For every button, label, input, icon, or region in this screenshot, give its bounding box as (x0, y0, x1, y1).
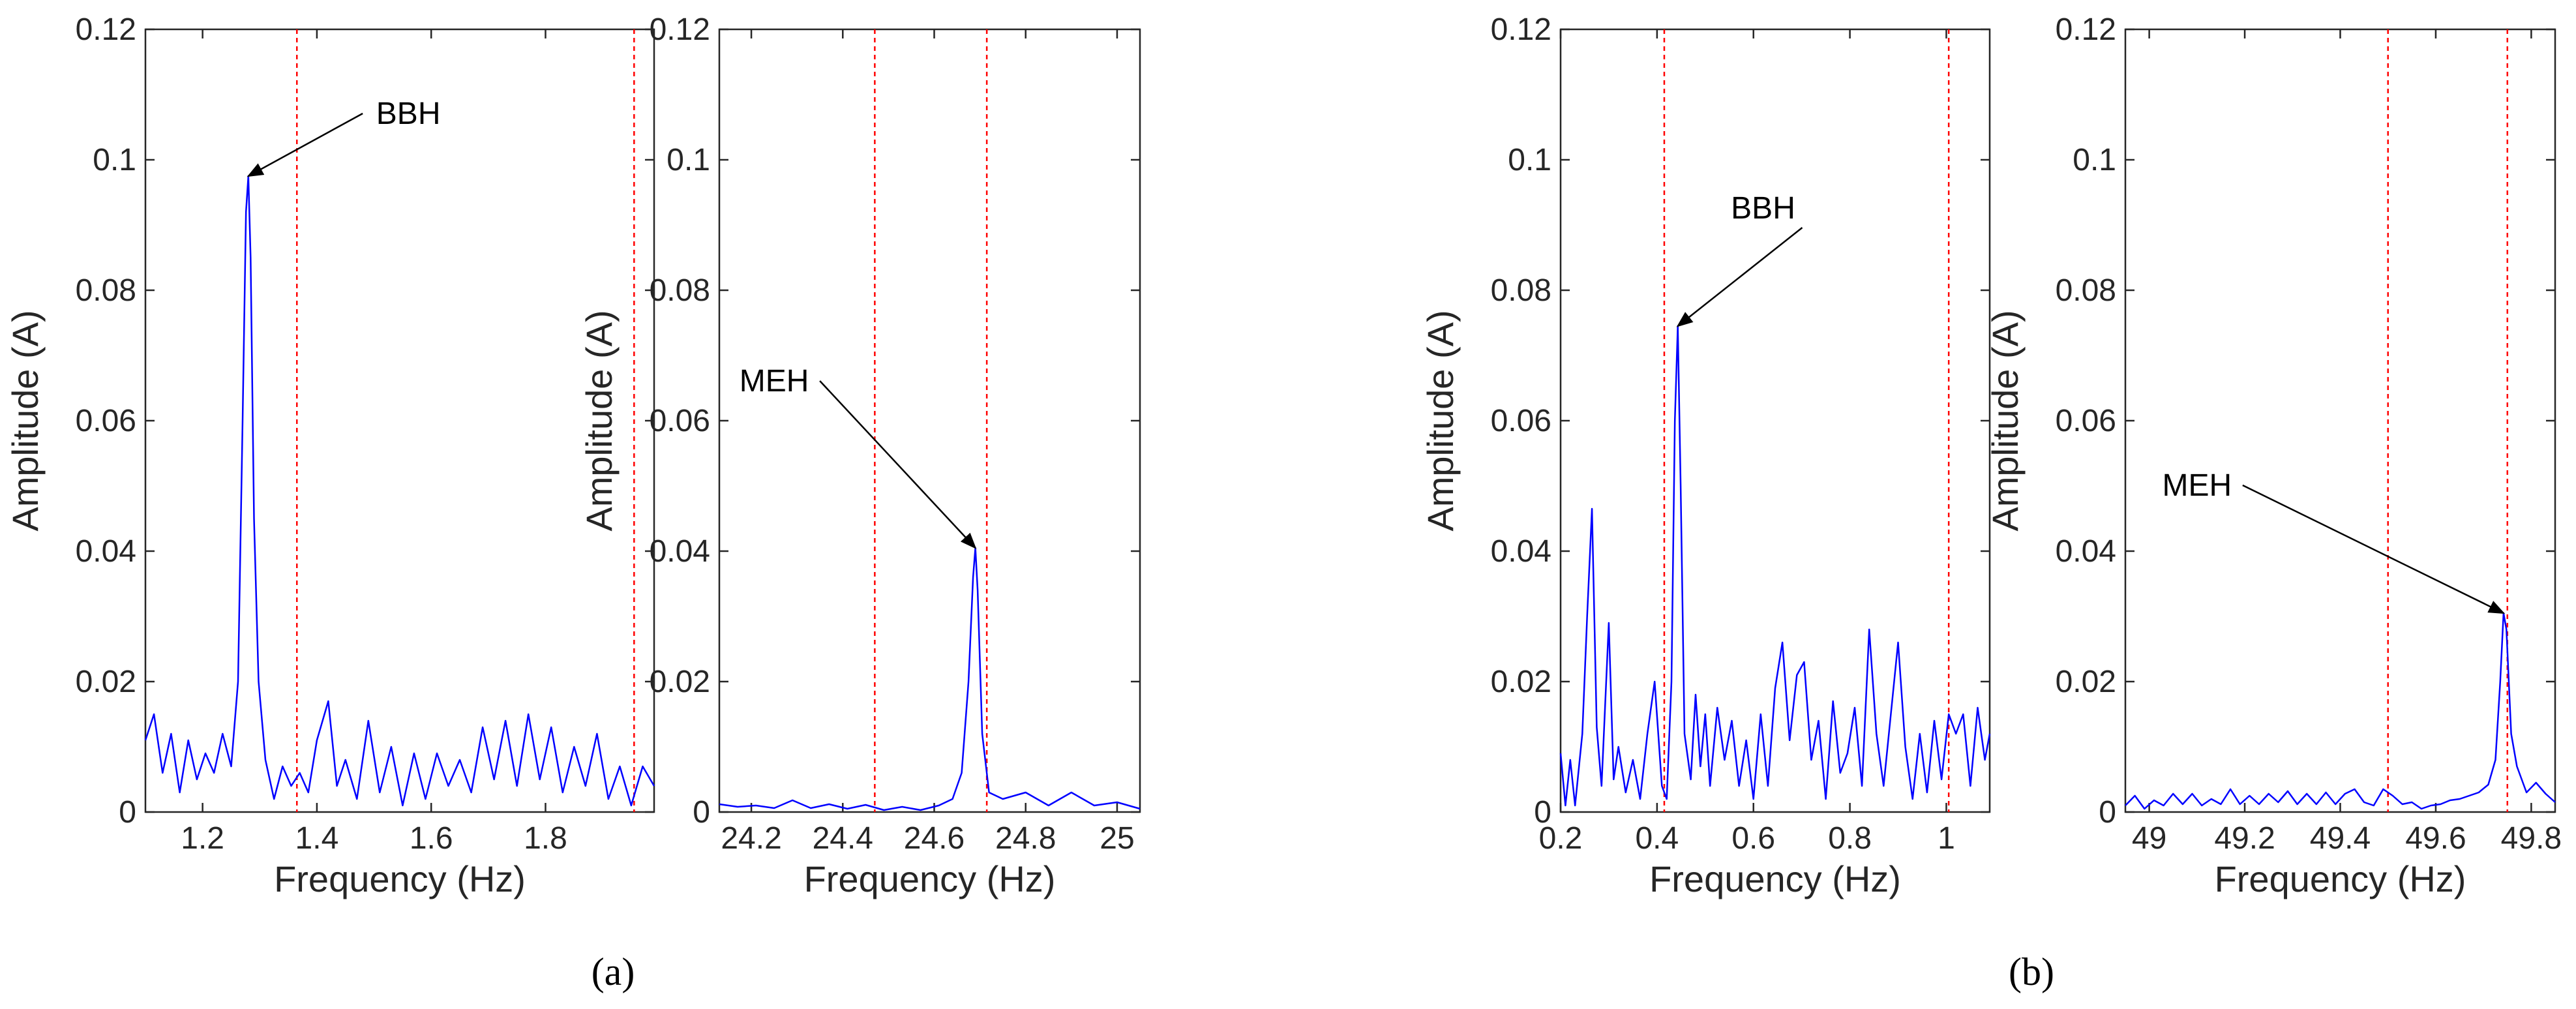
panel-b-left: 0 0.02 0.04 0.06 0.08 0.1 0.12 0.2 0.4 0.6 0.8 1 Fre… (1420, 12, 1991, 899)
x-tick-label: 49.4 (2310, 821, 2371, 856)
x-tick-label: 0.8 (1828, 821, 1872, 856)
y-tick-label: 0.08 (76, 273, 136, 308)
y-tick-label: 0.06 (76, 404, 136, 438)
annotation-arrow (2242, 484, 2506, 614)
y-tick-label: 0.04 (1491, 534, 1551, 569)
x-tick-label: 1.2 (181, 821, 224, 856)
y-tick-label: 0.1 (93, 143, 136, 177)
x-tick-label: 1 (1938, 821, 1955, 856)
annotation-arrow (819, 380, 977, 549)
annotation-label: BBH (376, 97, 441, 131)
y-tick-label: 0.1 (666, 143, 710, 177)
axes-box (1559, 28, 1991, 813)
annotation-label: MEH (740, 364, 809, 399)
panel-a-left: 0 0.02 0.04 0.06 0.08 0.1 0.12 1.2 1.4 1.6 1.8Freq… (5, 12, 655, 899)
annotation-arrow (1676, 227, 1803, 327)
series-line (1559, 325, 1991, 807)
axes-box (144, 28, 655, 813)
x-axis-label: Frequency (Hz) (274, 858, 526, 899)
x-tick-label: 1.6 (410, 821, 453, 856)
panel-a-right: 0 0.02 0.04 0.06 0.08 0.1 0.12 24.2 24.4 24.6 24.8… (578, 12, 1141, 899)
y-tick-label: 0 (119, 795, 136, 830)
axes-box (2124, 28, 2556, 813)
x-tick-label: 24.2 (721, 821, 781, 856)
y-tick-label: 0 (1534, 795, 1551, 830)
x-tick-label: 49.8 (2501, 821, 2562, 856)
y-tick-label: 0.1 (2073, 143, 2116, 177)
x-tick-label: 0.6 (1731, 821, 1775, 856)
x-tick-label: 24.6 (904, 821, 965, 856)
x-axis-label: Frequency (Hz) (2215, 858, 2466, 899)
y-tick-label: 0.12 (650, 12, 710, 47)
y-tick-label: 0.04 (76, 534, 136, 569)
x-axis-label: Frequency (Hz) (1649, 858, 1901, 899)
y-tick-label: 0.06 (650, 404, 710, 438)
y-axis-label: Amplitude (A) (1420, 310, 1461, 531)
y-tick-label: 0.08 (1491, 273, 1551, 308)
y-tick-label: 0 (693, 795, 710, 830)
x-tick-label: 49.2 (2214, 821, 2275, 856)
y-tick-label: 0.08 (2056, 273, 2116, 308)
x-tick-label: 1.8 (524, 821, 567, 856)
y-tick-label: 0.02 (76, 665, 136, 699)
y-tick-label: 0.08 (650, 273, 710, 308)
x-tick-label: 25 (1100, 821, 1134, 856)
subfigure-label-a: (a) (592, 950, 635, 993)
y-axis-label: Amplitude (A) (5, 310, 46, 531)
y-tick-label: 0 (2099, 795, 2116, 830)
x-tick-label: 0.4 (1635, 821, 1679, 856)
x-axis-label: Frequency (Hz) (804, 858, 1056, 899)
y-axis-label: Amplitude (A) (578, 310, 620, 531)
x-tick-label: 1.4 (295, 821, 339, 856)
annotation-label: BBH (1731, 191, 1795, 226)
y-tick-label: 0.02 (650, 665, 710, 699)
y-tick-label: 0.1 (1508, 143, 1551, 177)
x-tick-label: 24.4 (813, 821, 873, 856)
x-tick-label: 24.8 (995, 821, 1056, 856)
y-tick-label: 0.06 (2056, 404, 2116, 438)
panel-b-right: 0 0.02 0.04 0.06 0.08 0.1 0.12 49 49.2 49.4 49.6 49… (1984, 12, 2562, 899)
series-line (144, 175, 655, 807)
x-tick-label: 49.6 (2405, 821, 2466, 856)
annotation-arrow (247, 112, 363, 177)
y-tick-label: 0.12 (76, 12, 136, 47)
y-tick-label: 0.02 (1491, 665, 1551, 699)
y-tick-label: 0.04 (650, 534, 710, 569)
y-tick-label: 0.04 (2056, 534, 2116, 569)
x-tick-label: 49 (2132, 821, 2166, 856)
annotation-label: MEH (2162, 468, 2232, 503)
x-tick-label: 0.2 (1539, 821, 1583, 856)
y-axis-label: Amplitude (A) (1984, 310, 2026, 531)
y-tick-label: 0.06 (1491, 404, 1551, 438)
series-line (719, 547, 1141, 811)
y-tick-label: 0.02 (2056, 665, 2116, 699)
axes-box (718, 28, 1141, 813)
y-tick-label: 0.12 (2056, 12, 2116, 47)
subfigure-label-b: (b) (2009, 950, 2054, 993)
series-line (2125, 612, 2556, 810)
y-tick-label: 0.12 (1491, 12, 1551, 47)
